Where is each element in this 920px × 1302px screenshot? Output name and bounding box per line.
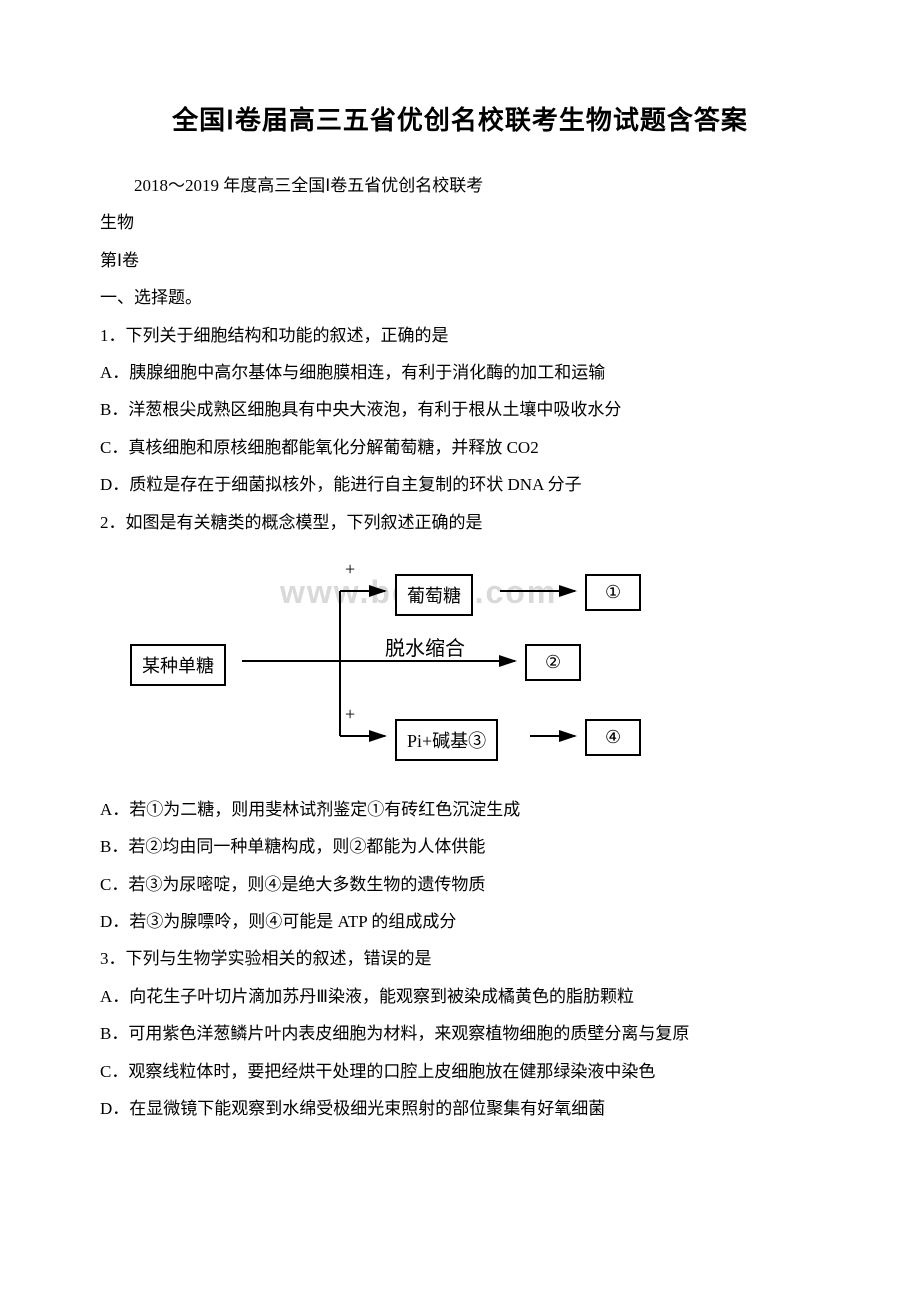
q3-option-b: B．可用紫色洋葱鳞片叶内表皮细胞为材料，来观察植物细胞的质壁分离与复原 <box>100 1015 820 1052</box>
subtitle-line: 2018～2019 年度高三全国Ⅰ卷五省优创名校联考 <box>100 167 820 204</box>
box-circle-1: ① <box>585 574 641 611</box>
q1-option-b: B．洋葱根尖成熟区细胞具有中央大液泡，有利于根从土壤中吸收水分 <box>100 391 820 428</box>
box-pi-base: Pi+碱基③ <box>395 719 498 761</box>
label-dehydration: 脱水缩合 <box>385 632 465 661</box>
q2-option-d: D．若③为腺嘌呤，则④可能是 ATP 的组成成分 <box>100 903 820 940</box>
q3-option-a: A．向花生子叶切片滴加苏丹Ⅲ染液，能观察到被染成橘黄色的脂肪颗粒 <box>100 978 820 1015</box>
section-heading: 一、选择题。 <box>100 279 820 316</box>
q3-stem: 3．下列与生物学实验相关的叙述，错误的是 <box>100 940 820 977</box>
box-monosaccharide: 某种单糖 <box>130 644 226 686</box>
q1-option-c: C．真核细胞和原核细胞都能氧化分解葡萄糖，并释放 CO2 <box>100 429 820 466</box>
q2-option-c: C．若③为尿嘧啶，则④是绝大多数生物的遗传物质 <box>100 866 820 903</box>
q1-option-a: A．胰腺细胞中高尔基体与细胞膜相连，有利于消化酶的加工和运输 <box>100 354 820 391</box>
box-circle-4: ④ <box>585 719 641 756</box>
section-line: 第Ⅰ卷 <box>100 242 820 279</box>
q3-option-c: C．观察线粒体时，要把经烘干处理的口腔上皮细胞放在健那绿染液中染色 <box>100 1053 820 1090</box>
q1-stem: 1．下列关于细胞结构和功能的叙述，正确的是 <box>100 317 820 354</box>
q3-option-d: D．在显微镜下能观察到水绵受极细光束照射的部位聚集有好氧细菌 <box>100 1090 820 1127</box>
box-glucose: 葡萄糖 <box>395 574 473 616</box>
concept-diagram: www.bdocx.com 某种单糖 + 葡萄糖 ① 脱水缩合 ② + Pi+碱… <box>130 556 690 776</box>
document-title: 全国Ⅰ卷届高三五省优创名校联考生物试题含答案 <box>100 100 820 137</box>
box-circle-2: ② <box>525 644 581 681</box>
q2-option-b: B．若②均由同一种单糖构成，则②都能为人体供能 <box>100 828 820 865</box>
q2-option-a: A．若①为二糖，则用斐林试剂鉴定①有砖红色沉淀生成 <box>100 791 820 828</box>
subject-line: 生物 <box>100 204 820 241</box>
plus-bottom: + <box>345 704 355 725</box>
plus-top: + <box>345 559 355 580</box>
q2-stem: 2．如图是有关糖类的概念模型，下列叙述正确的是 <box>100 504 820 541</box>
q1-option-d: D．质粒是存在于细菌拟核外，能进行自主复制的环状 DNA 分子 <box>100 466 820 503</box>
